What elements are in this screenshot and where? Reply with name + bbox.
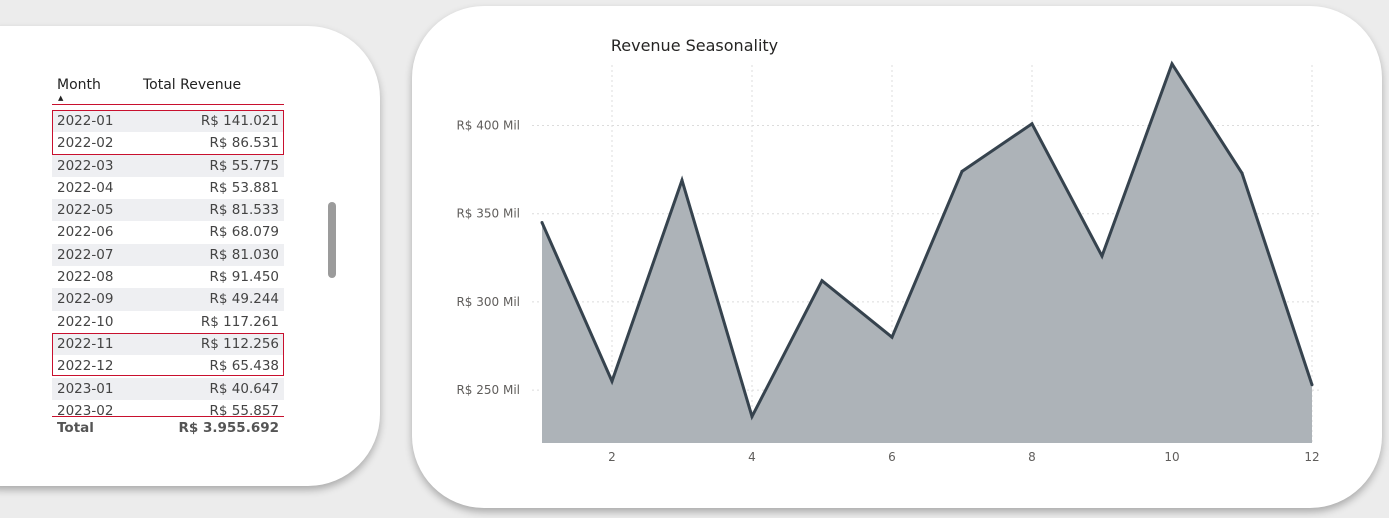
table-row[interactable]: 2022-10 R$ 117.261 <box>52 311 284 333</box>
month-cell: 2022-12 <box>57 358 114 375</box>
revenue-cell: R$ 55.857 <box>209 402 280 416</box>
month-cell: 2022-11 <box>57 335 114 352</box>
column-header-total-revenue[interactable]: Total Revenue <box>143 77 242 93</box>
highlight-box-nov-dec <box>52 333 284 376</box>
data-point <box>960 169 964 173</box>
data-point <box>680 178 684 182</box>
month-cell: 2022-05 <box>57 202 114 219</box>
revenue-cell: R$ 86.531 <box>209 135 280 152</box>
month-cell: 2022-10 <box>57 313 114 330</box>
month-cell: 2022-07 <box>57 246 114 263</box>
highlight-box-jan-feb <box>52 110 284 155</box>
table-total-row: Total R$ 3.955.692 <box>52 418 284 440</box>
data-point <box>1030 122 1034 126</box>
table-row[interactable]: 2022-05 R$ 81.533 <box>52 199 284 222</box>
data-point <box>1100 254 1104 258</box>
revenue-cell: R$ 91.450 <box>209 269 280 286</box>
table-row[interactable]: 2022-03 R$ 55.775 <box>52 154 284 177</box>
data-point <box>1240 171 1244 175</box>
month-cell: 2023-02 <box>57 402 114 416</box>
series-area <box>542 63 1312 444</box>
month-cell: 2022-09 <box>57 291 114 308</box>
y-tick-label: R$ 250 Mil <box>456 383 520 397</box>
table-scrollbar[interactable] <box>328 202 336 278</box>
revenue-table: Month ▲ Total Revenue 2022-01 R$ 141.021 2… <box>52 76 284 436</box>
table-row[interactable]: 2022-12 R$ 65.438 <box>52 355 284 377</box>
table-row[interactable]: 2022-01 R$ 141.021 <box>52 110 284 133</box>
column-header-month[interactable]: Month <box>57 77 101 93</box>
revenue-cell: R$ 141.021 <box>200 113 279 129</box>
revenue-cell: R$ 68.079 <box>209 224 280 241</box>
chart-title: Revenue Seasonality <box>610 36 779 55</box>
data-point <box>820 279 824 283</box>
month-cell: 2022-08 <box>57 269 114 286</box>
total-value: R$ 3.955.692 <box>178 420 280 436</box>
table-header: Month ▲ Total Revenue <box>52 76 284 105</box>
x-tick-label: 4 <box>748 450 756 464</box>
table-row[interactable]: 2022-08 R$ 91.450 <box>52 266 284 288</box>
table-row[interactable]: 2022-07 R$ 81.030 <box>52 243 284 267</box>
revenue-cell: R$ 81.533 <box>209 202 280 219</box>
data-point <box>1310 383 1314 387</box>
revenue-cell: R$ 112.256 <box>200 335 279 352</box>
revenue-cell: R$ 55.775 <box>209 157 280 174</box>
x-tick-label: 8 <box>1028 450 1036 464</box>
table-row[interactable]: 2022-09 R$ 49.244 <box>52 288 284 311</box>
y-tick-label: R$ 300 Mil <box>456 295 520 309</box>
x-tick-label: 2 <box>608 450 616 464</box>
revenue-cell: R$ 117.261 <box>200 313 279 330</box>
revenue-cell: R$ 40.647 <box>209 380 280 397</box>
y-tick-label: R$ 350 Mil <box>456 207 520 221</box>
table-body[interactable]: 2022-01 R$ 141.021 2022-02 R$ 86.531 2022-03… <box>52 110 284 416</box>
month-cell: 2022-01 <box>57 113 114 129</box>
revenue-cell: R$ 49.244 <box>209 291 280 308</box>
data-point <box>1170 62 1174 66</box>
data-point <box>750 415 754 419</box>
total-divider <box>52 416 284 417</box>
month-cell: 2022-03 <box>57 157 114 174</box>
month-cell: 2022-04 <box>57 179 114 196</box>
x-tick-label: 6 <box>888 450 896 464</box>
month-cell: 2022-06 <box>57 224 114 241</box>
table-row[interactable]: 2022-06 R$ 68.079 <box>52 221 284 243</box>
data-point <box>610 379 614 383</box>
table-row[interactable]: 2022-11 R$ 112.256 <box>52 332 284 356</box>
series-line <box>540 60 1314 421</box>
table-row[interactable]: 2023-02 R$ 55.857 <box>52 400 284 416</box>
x-tick-label: 12 <box>1304 450 1319 464</box>
total-label: Total <box>57 420 94 436</box>
table-row[interactable]: 2022-02 R$ 86.531 <box>52 132 284 154</box>
table-row[interactable]: 2023-01 R$ 40.647 <box>52 377 284 400</box>
table-row[interactable]: 2022-04 R$ 53.881 <box>52 177 284 199</box>
x-tick-label: 10 <box>1164 450 1179 464</box>
revenue-cell: R$ 65.438 <box>209 358 280 375</box>
month-cell: 2023-01 <box>57 380 114 397</box>
data-point <box>890 335 894 339</box>
data-point <box>540 221 544 225</box>
month-cell: 2022-02 <box>57 135 114 152</box>
revenue-cell: R$ 81.030 <box>209 246 280 263</box>
revenue-cell: R$ 53.881 <box>209 179 280 196</box>
y-tick-label: R$ 400 Mil <box>456 119 520 133</box>
sort-ascending-icon[interactable]: ▲ <box>58 94 64 102</box>
